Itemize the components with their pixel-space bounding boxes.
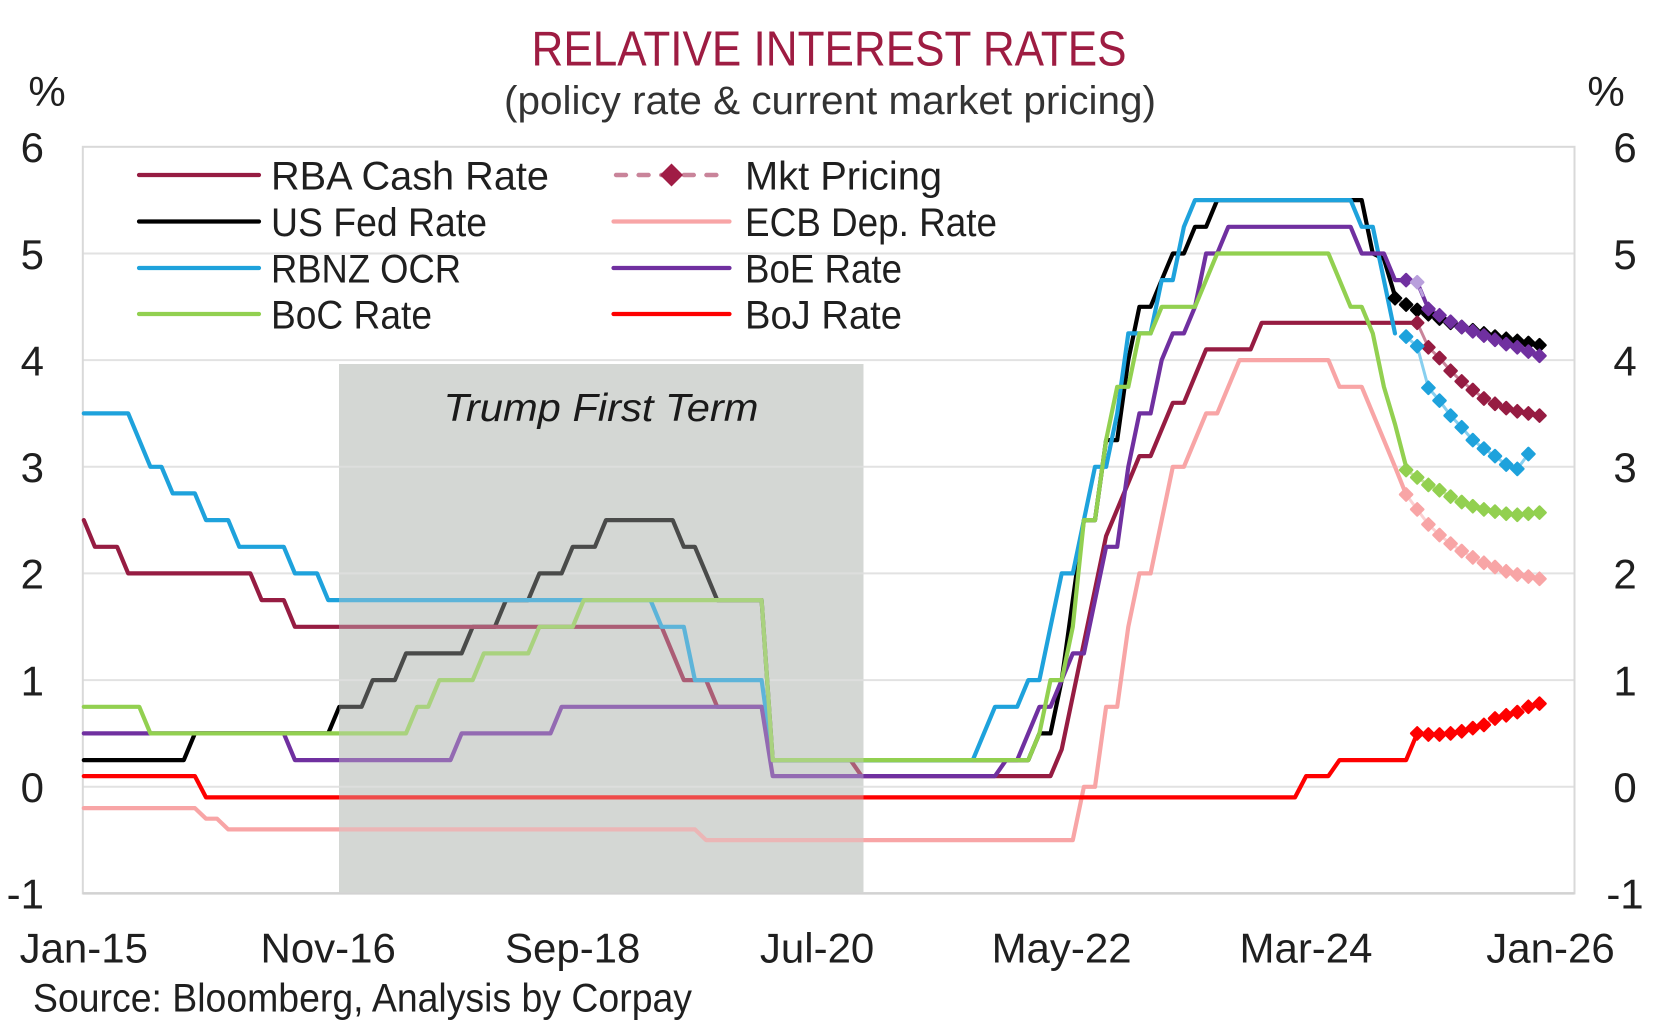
svg-text:May-22: May-22 xyxy=(992,925,1132,972)
svg-text:Jan-26: Jan-26 xyxy=(1486,925,1614,972)
svg-text:0: 0 xyxy=(21,764,44,811)
svg-text:2: 2 xyxy=(1613,551,1636,598)
svg-text:-1: -1 xyxy=(7,871,44,918)
svg-text:RBA Cash Rate: RBA Cash Rate xyxy=(271,155,549,199)
svg-text:6: 6 xyxy=(1613,124,1636,171)
svg-text:3: 3 xyxy=(21,444,44,491)
svg-text:BoE Rate: BoE Rate xyxy=(745,248,902,292)
svg-text:Mar-24: Mar-24 xyxy=(1239,925,1372,972)
svg-text:RBNZ OCR: RBNZ OCR xyxy=(271,248,461,292)
svg-text:1: 1 xyxy=(1613,657,1636,704)
svg-text:2: 2 xyxy=(21,551,44,598)
svg-text:Sep-18: Sep-18 xyxy=(505,925,640,972)
svg-text:Jul-20: Jul-20 xyxy=(760,925,874,972)
svg-text:3: 3 xyxy=(1613,444,1636,491)
svg-text:RELATIVE INTEREST RATES: RELATIVE INTEREST RATES xyxy=(532,22,1127,76)
svg-text:BoJ Rate: BoJ Rate xyxy=(745,294,902,338)
svg-text:BoC Rate: BoC Rate xyxy=(271,294,432,338)
svg-text:%: % xyxy=(1587,68,1624,115)
svg-text:1: 1 xyxy=(21,657,44,704)
svg-text:4: 4 xyxy=(21,337,44,384)
svg-text:ECB Dep. Rate: ECB Dep. Rate xyxy=(745,201,997,245)
svg-text:5: 5 xyxy=(21,231,44,278)
svg-text:%: % xyxy=(28,68,65,115)
svg-text:0: 0 xyxy=(1613,764,1636,811)
svg-text:Jan-15: Jan-15 xyxy=(20,925,148,972)
svg-text:5: 5 xyxy=(1613,231,1636,278)
svg-text:-1: -1 xyxy=(1606,871,1643,918)
svg-text:Trump First Term: Trump First Term xyxy=(444,387,759,430)
svg-text:4: 4 xyxy=(1613,337,1636,384)
svg-text:Source: Bloomberg, Analysis by: Source: Bloomberg, Analysis by Corpay xyxy=(33,976,692,1020)
svg-text:Nov-16: Nov-16 xyxy=(260,925,395,972)
svg-text:(policy rate & current market: (policy rate & current market pricing) xyxy=(504,79,1156,123)
svg-text:6: 6 xyxy=(21,124,44,171)
svg-text:US Fed Rate: US Fed Rate xyxy=(271,201,487,245)
svg-text:Mkt Pricing: Mkt Pricing xyxy=(745,155,942,199)
